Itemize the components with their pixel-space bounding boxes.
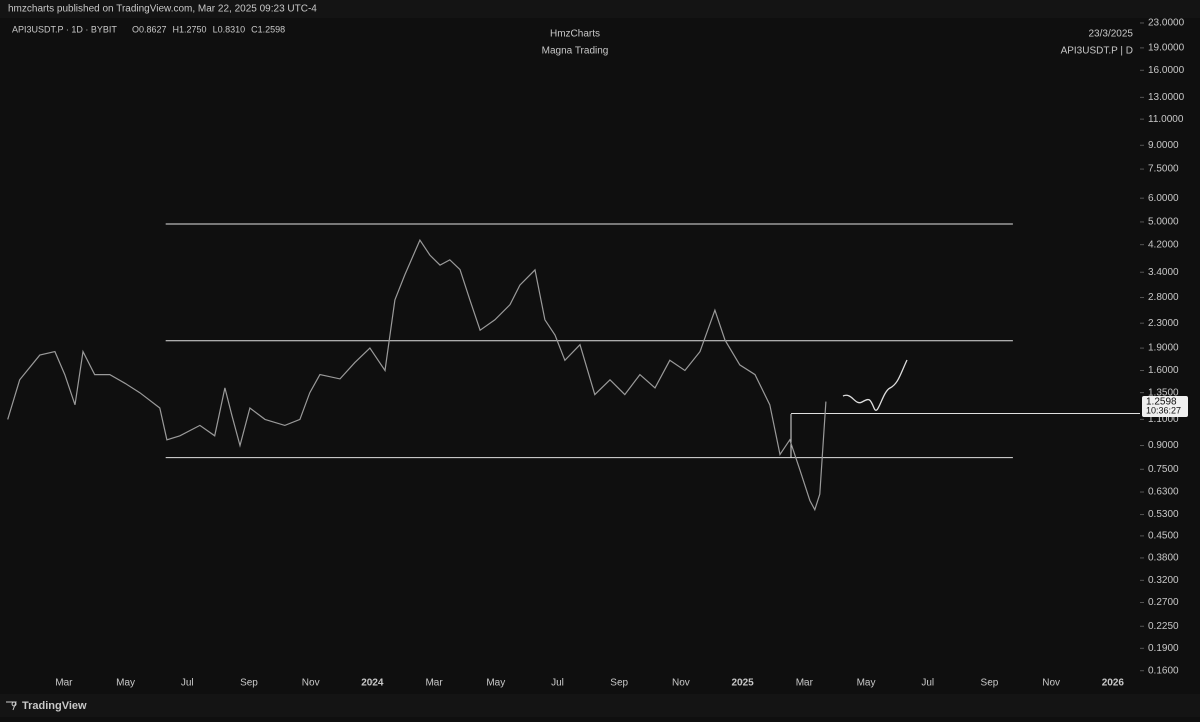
x-tick-label: Sep: [240, 678, 258, 689]
y-tick-label: 0.3800: [1148, 553, 1179, 564]
y-tick-label: 0.2250: [1148, 621, 1179, 632]
projection-curve: [842, 359, 908, 411]
y-tick-label: 0.3200: [1148, 575, 1179, 586]
y-tick-label: 11.0000: [1148, 114, 1184, 125]
price-line: [7, 238, 827, 512]
x-tick-label: 2026: [1102, 678, 1125, 689]
price-label-time: 10:36:27: [1146, 405, 1181, 415]
y-tick-label: 0.1900: [1148, 643, 1179, 654]
date-label: 23/3/2025: [1089, 29, 1134, 40]
x-tick-label: 2025: [731, 678, 754, 689]
y-tick-label: 0.5300: [1148, 509, 1179, 520]
y-tick-label: 7.5000: [1148, 164, 1179, 175]
x-tick-label: May: [857, 678, 876, 689]
y-tick-label: 13.0000: [1148, 92, 1185, 103]
x-tick-label: Sep: [610, 678, 628, 689]
y-tick-label: 2.8000: [1148, 292, 1179, 303]
ohlc-value: L0.8310: [213, 24, 246, 34]
y-tick-label: 1.9000: [1148, 343, 1179, 354]
x-tick-label: Mar: [425, 678, 443, 689]
symbol-label: API3USDT.P | D: [1061, 46, 1133, 57]
chart-subtitle: Magna Trading: [542, 46, 609, 57]
y-tick-label: 4.2000: [1148, 239, 1179, 250]
footer-brand: TradingView: [22, 700, 87, 712]
x-tick-label: Nov: [672, 678, 690, 689]
y-tick-label: 16.0000: [1148, 65, 1185, 76]
y-tick-label: 1.1000: [1148, 414, 1179, 425]
x-tick-label: Sep: [981, 678, 999, 689]
x-tick-label: Nov: [302, 678, 320, 689]
ohlc-value: O0.8627: [132, 24, 167, 34]
y-tick-label: 0.2700: [1148, 597, 1179, 608]
top-bar: [0, 0, 1200, 18]
x-tick-label: Nov: [1042, 678, 1060, 689]
ohlc-value: C1.2598: [251, 24, 285, 34]
y-tick-label: 9.0000: [1148, 140, 1179, 151]
y-tick-label: 0.7500: [1148, 464, 1179, 475]
x-tick-label: Jul: [551, 678, 564, 689]
y-tick-label: 1.6000: [1148, 365, 1179, 376]
y-tick-label: 23.0000: [1148, 18, 1185, 29]
y-tick-label: 1.3500: [1148, 387, 1179, 398]
x-tick-label: Mar: [796, 678, 814, 689]
y-tick-label: 19.0000: [1148, 43, 1185, 54]
y-tick-label: 2.3000: [1148, 318, 1179, 329]
y-tick-label: 6.0000: [1148, 193, 1179, 204]
symbol: API3USDT.P · 1D · BYBIT: [12, 24, 117, 34]
y-tick-label: 0.4500: [1148, 531, 1179, 542]
ohlc-value: H1.2750: [173, 24, 207, 34]
price-label-box: [1142, 396, 1188, 417]
logo: [6, 701, 17, 711]
x-tick-label: May: [486, 678, 505, 689]
publisher: hmzcharts published on TradingView.com, …: [8, 4, 317, 15]
y-tick-label: 0.1600: [1148, 665, 1179, 676]
y-tick-label: 5.0000: [1148, 217, 1179, 228]
bottom-bar: [0, 694, 1200, 717]
x-tick-label: May: [116, 678, 135, 689]
y-tick-label: 3.4000: [1148, 267, 1179, 278]
x-tick-label: Jul: [921, 678, 934, 689]
chart-title: HmzCharts: [550, 29, 600, 40]
y-tick-label: 0.6300: [1148, 487, 1179, 498]
x-tick-label: Jul: [181, 678, 194, 689]
x-tick-label: Mar: [55, 678, 73, 689]
y-tick-label: 0.9000: [1148, 440, 1179, 451]
price-label: 1.2598: [1146, 397, 1177, 408]
x-tick-label: 2024: [361, 678, 384, 689]
